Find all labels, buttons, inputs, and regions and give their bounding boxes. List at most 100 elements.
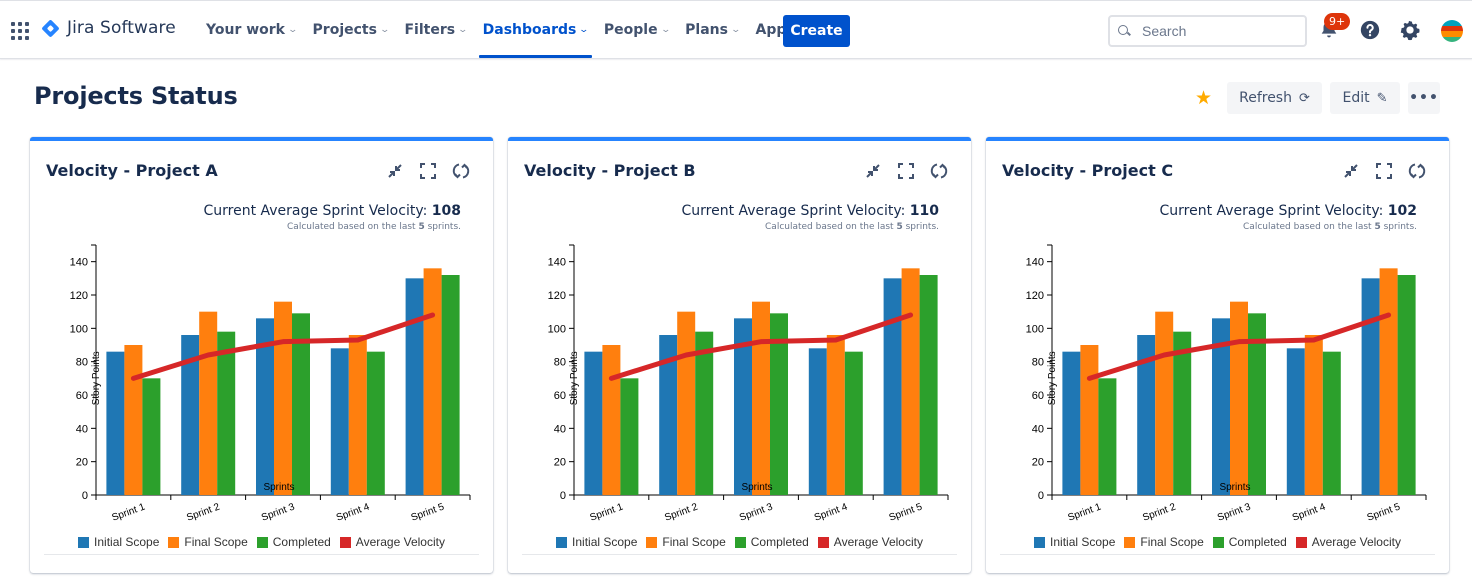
bar-completed[interactable]	[844, 351, 863, 495]
bar-initial-scope[interactable]	[106, 351, 125, 495]
bar-initial-scope[interactable]	[1212, 318, 1230, 495]
bar-initial-scope[interactable]	[256, 318, 274, 495]
legend-item[interactable]: Completed	[734, 535, 809, 549]
nav-your-work[interactable]: Your work ⌄	[198, 1, 305, 59]
search-input[interactable]	[1140, 22, 1290, 40]
nav-filters[interactable]: Filters ⌄	[396, 1, 474, 59]
edit-button[interactable]: Edit ✎	[1330, 82, 1400, 114]
velocity-note: Calculated based on the last 5 sprints.	[765, 222, 939, 232]
help-icon[interactable]	[1359, 19, 1381, 41]
bar-completed[interactable]	[1173, 331, 1192, 495]
maximize-icon[interactable]	[896, 161, 916, 181]
nav-people[interactable]: People ⌄	[596, 1, 677, 59]
bar-completed[interactable]	[919, 275, 938, 495]
nav-dashboards[interactable]: Dashboards ⌄	[475, 1, 596, 59]
bar-final-scope[interactable]	[1304, 335, 1323, 495]
x-tick-label: Sprint 5	[1366, 501, 1403, 523]
bar-initial-scope[interactable]	[883, 278, 902, 495]
more-actions-button[interactable]: •••	[1408, 82, 1440, 114]
bar-completed[interactable]	[1248, 313, 1266, 495]
bar-final-scope[interactable]	[677, 311, 696, 495]
bar-final-scope[interactable]	[423, 268, 442, 495]
y-tick-label: 140	[548, 257, 566, 269]
search-box[interactable]	[1108, 15, 1307, 47]
bar-initial-scope[interactable]	[659, 335, 678, 495]
bar-completed[interactable]	[1397, 275, 1416, 495]
minimize-icon[interactable]	[385, 161, 405, 181]
chart-legend: Initial Scope Final Scope Completed Average…	[508, 535, 971, 549]
chart-legend: Initial Scope Final Scope Completed Average…	[30, 535, 493, 549]
legend-swatch	[256, 536, 268, 548]
bar-initial-scope[interactable]	[734, 318, 752, 495]
bar-final-scope[interactable]	[199, 311, 218, 495]
bar-final-scope[interactable]	[124, 345, 143, 495]
bar-final-scope[interactable]	[826, 335, 845, 495]
bar-initial-scope[interactable]	[808, 348, 827, 495]
bar-final-scope[interactable]	[602, 345, 621, 495]
x-axis-label: Sprints	[1219, 482, 1250, 493]
bar-initial-scope[interactable]	[1137, 335, 1156, 495]
velocity-gadget-project-b: Velocity - Project B Current Average Spr…	[508, 137, 971, 573]
legend-item[interactable]: Initial Scope	[1034, 535, 1115, 549]
avatar[interactable]	[1441, 20, 1463, 42]
refresh-icon[interactable]	[1407, 161, 1427, 181]
nav-projects[interactable]: Projects ⌄	[305, 1, 397, 59]
bar-initial-scope[interactable]	[1361, 278, 1380, 495]
legend-item[interactable]: Final Scope	[1124, 535, 1204, 549]
bar-final-scope[interactable]	[1155, 311, 1174, 495]
apps-grid-icon[interactable]	[11, 22, 29, 40]
legend-item[interactable]: Average Velocity	[817, 535, 923, 549]
bar-initial-scope[interactable]	[405, 278, 424, 495]
bar-final-scope[interactable]	[752, 301, 770, 495]
legend-item[interactable]: Average Velocity	[1295, 535, 1401, 549]
minimize-icon[interactable]	[1341, 161, 1361, 181]
refresh-icon[interactable]	[929, 161, 949, 181]
legend-label: Average Velocity	[833, 535, 923, 549]
bar-completed[interactable]	[142, 378, 161, 495]
bar-final-scope[interactable]	[274, 301, 292, 495]
bar-initial-scope[interactable]	[330, 348, 349, 495]
bar-initial-scope[interactable]	[584, 351, 603, 495]
maximize-icon[interactable]	[418, 161, 438, 181]
legend-item[interactable]: Completed	[256, 535, 331, 549]
bar-completed[interactable]	[620, 378, 639, 495]
legend-item[interactable]: Final Scope	[646, 535, 726, 549]
bar-completed[interactable]	[441, 275, 460, 495]
bar-completed[interactable]	[292, 313, 310, 495]
legend-item[interactable]: Completed	[1212, 535, 1287, 549]
bar-final-scope[interactable]	[348, 335, 367, 495]
bar-completed[interactable]	[695, 331, 714, 495]
bar-final-scope[interactable]	[1379, 268, 1398, 495]
bar-completed[interactable]	[770, 313, 788, 495]
star-icon[interactable]: ★	[1195, 87, 1213, 109]
bar-final-scope[interactable]	[1080, 345, 1099, 495]
bar-initial-scope[interactable]	[1286, 348, 1305, 495]
refresh-icon[interactable]	[451, 161, 471, 181]
legend-item[interactable]: Initial Scope	[78, 535, 159, 549]
gear-icon[interactable]	[1399, 19, 1421, 41]
edit-label: Edit	[1342, 90, 1370, 106]
top-navigation: Jira Software Your work ⌄ Projects ⌄ Filte…	[0, 0, 1472, 59]
bar-completed[interactable]	[217, 331, 236, 495]
bar-completed[interactable]	[1098, 378, 1117, 495]
bar-initial-scope[interactable]	[1062, 351, 1081, 495]
minimize-icon[interactable]	[863, 161, 883, 181]
nav-plans[interactable]: Plans ⌄	[677, 1, 747, 59]
refresh-button[interactable]: Refresh ⟳	[1227, 82, 1322, 114]
current-average-velocity: Current Average Sprint Velocity: 108	[203, 203, 461, 219]
legend-label: Final Scope	[184, 535, 248, 549]
bar-final-scope[interactable]	[901, 268, 920, 495]
legend-item[interactable]: Average Velocity	[339, 535, 445, 549]
bar-completed[interactable]	[366, 351, 385, 495]
bar-initial-scope[interactable]	[181, 335, 200, 495]
nav-label: People	[603, 22, 658, 38]
refresh-label: Refresh	[1239, 90, 1292, 106]
jira-logo[interactable]: Jira Software	[41, 18, 176, 38]
legend-item[interactable]: Final Scope	[168, 535, 248, 549]
create-button[interactable]: Create	[783, 15, 850, 47]
bar-completed[interactable]	[1322, 351, 1341, 495]
legend-item[interactable]: Initial Scope	[556, 535, 637, 549]
gadget-title: Velocity - Project A	[46, 161, 218, 180]
maximize-icon[interactable]	[1374, 161, 1394, 181]
bar-final-scope[interactable]	[1230, 301, 1248, 495]
